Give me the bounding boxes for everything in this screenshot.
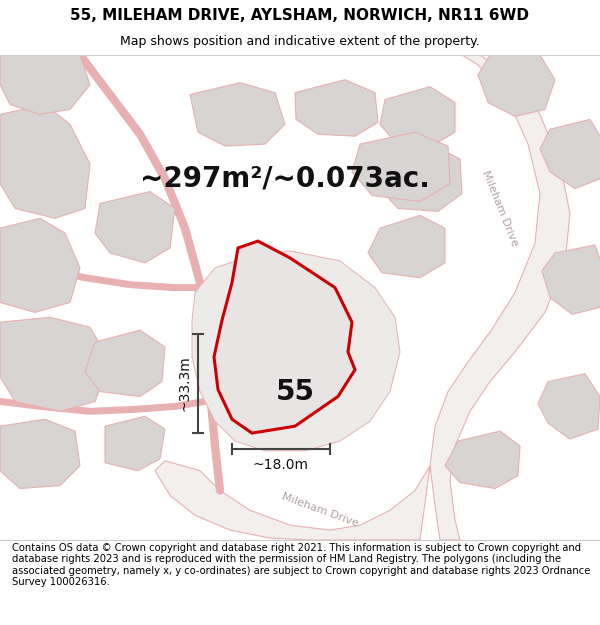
- Text: 55, MILEHAM DRIVE, AYLSHAM, NORWICH, NR11 6WD: 55, MILEHAM DRIVE, AYLSHAM, NORWICH, NR1…: [71, 8, 530, 23]
- Polygon shape: [0, 419, 80, 489]
- Polygon shape: [538, 374, 600, 439]
- Text: Mileham Drive: Mileham Drive: [280, 492, 360, 529]
- Polygon shape: [0, 104, 90, 218]
- Text: ~297m²/~0.073ac.: ~297m²/~0.073ac.: [140, 165, 430, 192]
- Polygon shape: [478, 55, 555, 116]
- Polygon shape: [214, 241, 355, 433]
- Polygon shape: [542, 245, 600, 314]
- Polygon shape: [155, 461, 430, 540]
- Polygon shape: [192, 251, 400, 451]
- Polygon shape: [0, 218, 80, 312]
- Text: 55: 55: [275, 378, 314, 406]
- Text: Map shows position and indicative extent of the property.: Map shows position and indicative extent…: [120, 35, 480, 48]
- Polygon shape: [380, 144, 462, 211]
- Polygon shape: [380, 87, 455, 146]
- Polygon shape: [540, 119, 600, 189]
- Polygon shape: [295, 80, 378, 136]
- Polygon shape: [368, 216, 445, 278]
- Polygon shape: [190, 82, 285, 146]
- Polygon shape: [105, 416, 165, 471]
- Text: Contains OS data © Crown copyright and database right 2021. This information is : Contains OS data © Crown copyright and d…: [12, 542, 590, 588]
- Polygon shape: [352, 132, 450, 201]
- Polygon shape: [85, 330, 165, 396]
- Text: Mileham Drive: Mileham Drive: [480, 169, 520, 248]
- Polygon shape: [0, 318, 110, 411]
- Text: ~18.0m: ~18.0m: [253, 458, 309, 472]
- Polygon shape: [0, 55, 90, 114]
- Polygon shape: [95, 192, 175, 263]
- Text: ~33.3m: ~33.3m: [177, 356, 191, 411]
- Polygon shape: [430, 55, 570, 540]
- Polygon shape: [445, 431, 520, 489]
